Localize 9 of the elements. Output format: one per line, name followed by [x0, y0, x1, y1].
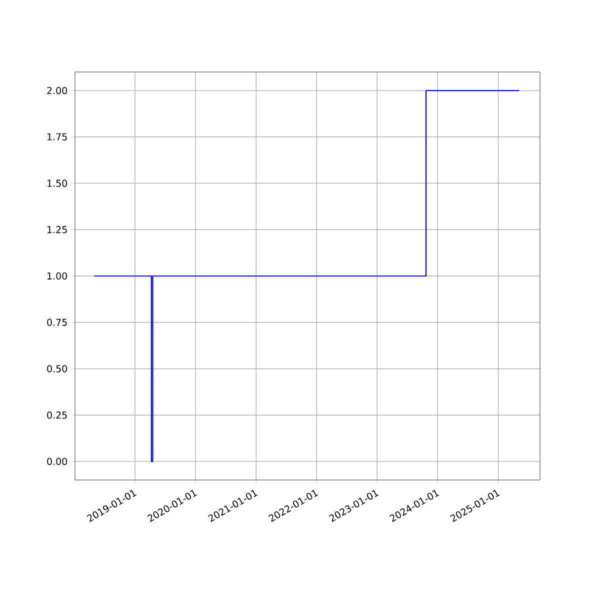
y-tick-label: 1.00	[48, 272, 67, 280]
y-tick-label: 0.00	[47, 458, 67, 466]
y-tick-label: 0.75	[47, 318, 67, 326]
y-tick-label: 0.25	[47, 411, 67, 419]
y-tick-label: 1.25	[48, 226, 67, 234]
y-tick-label: 2.00	[47, 86, 67, 94]
y-tick-label: 1.75	[48, 133, 67, 140]
y-tick-label: 0.50	[47, 365, 67, 372]
y-tick-label: 1.50	[48, 180, 67, 187]
